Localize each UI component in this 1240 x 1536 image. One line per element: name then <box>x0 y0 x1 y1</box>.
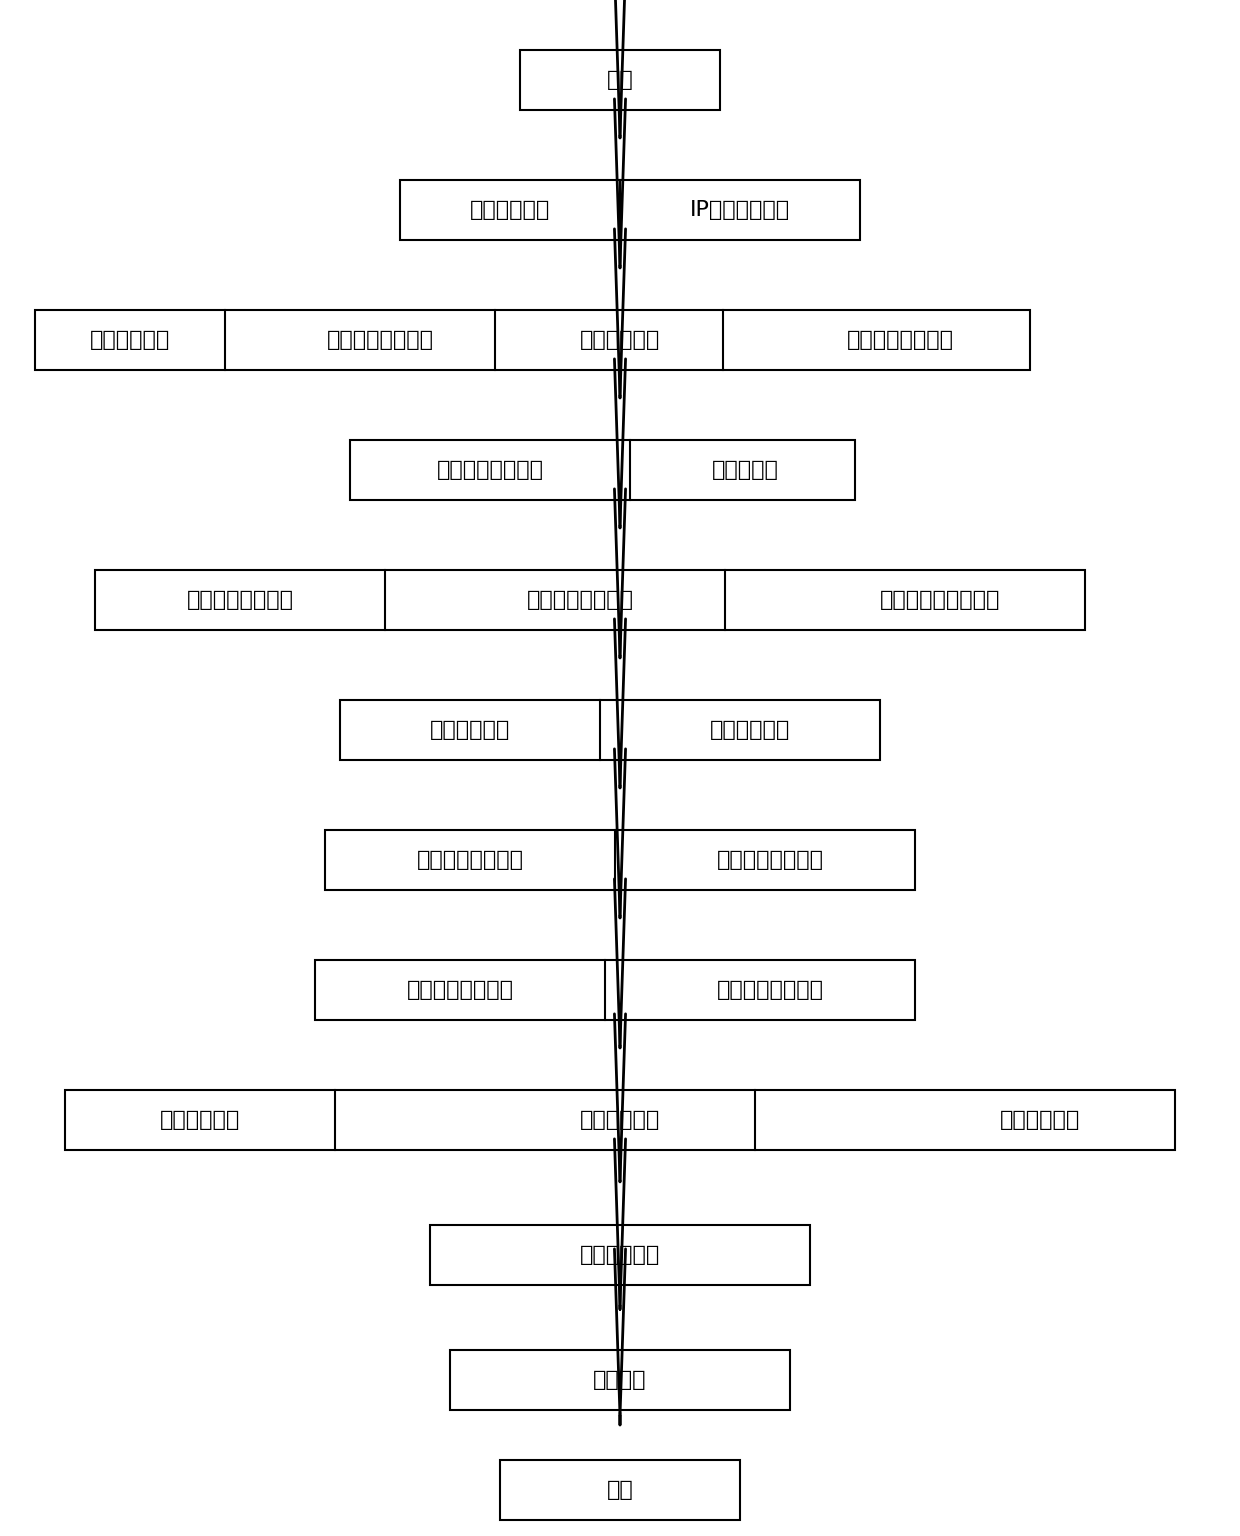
Text: 软启动试验: 软启动试验 <box>712 459 779 479</box>
Bar <box>401 180 861 240</box>
Text: 限流功能试验: 限流功能试验 <box>709 720 790 740</box>
Bar <box>340 700 880 760</box>
Bar <box>520 51 720 111</box>
Text: 限压功能试验: 限压功能试验 <box>430 720 510 740</box>
Text: 效率和功率因数试验: 效率和功率因数试验 <box>880 590 1001 610</box>
Text: 温升试验: 温升试验 <box>593 1370 647 1390</box>
Text: 人工重新启动试验: 人工重新启动试验 <box>436 459 543 479</box>
Text: 通信功能试验: 通信功能试验 <box>89 330 170 350</box>
Text: 输入欠压保护试验: 输入欠压保护试验 <box>527 590 634 610</box>
Text: 输出电流误差试验: 输出电流误差试验 <box>717 980 823 1000</box>
Text: 输入过压保护试验: 输入过压保护试验 <box>186 590 294 610</box>
Text: 输出过流保护试验: 输出过流保护试验 <box>717 849 823 869</box>
Bar <box>325 829 915 889</box>
Bar <box>500 1461 740 1521</box>
Text: 一般外观检查: 一般外观检查 <box>470 200 551 220</box>
Text: 人机交互试验: 人机交互试验 <box>580 330 660 350</box>
Text: 输出短路保护试验: 输出短路保护试验 <box>847 330 954 350</box>
Text: 充电人工确认试验: 充电人工确认试验 <box>326 330 434 350</box>
Bar <box>64 1091 1176 1150</box>
Bar <box>315 960 915 1020</box>
Text: 输出电压误差试验: 输出电压误差试验 <box>407 980 513 1000</box>
Bar <box>35 310 1030 370</box>
Bar <box>430 1226 810 1286</box>
Text: 稳流精度试验: 稳流精度试验 <box>160 1111 241 1130</box>
Text: 谐波电流实验: 谐波电流实验 <box>580 1246 660 1266</box>
Bar <box>450 1350 790 1410</box>
Text: 开始: 开始 <box>606 71 634 91</box>
Bar <box>350 439 856 501</box>
Text: 纹波系数试验: 纹波系数试验 <box>999 1111 1080 1130</box>
Bar <box>95 570 1085 630</box>
Text: IP防护等级试验: IP防护等级试验 <box>689 200 790 220</box>
Text: 输出过压保护试验: 输出过压保护试验 <box>417 849 523 869</box>
Text: 结束: 结束 <box>606 1481 634 1501</box>
Text: 稳压精度试验: 稳压精度试验 <box>580 1111 660 1130</box>
